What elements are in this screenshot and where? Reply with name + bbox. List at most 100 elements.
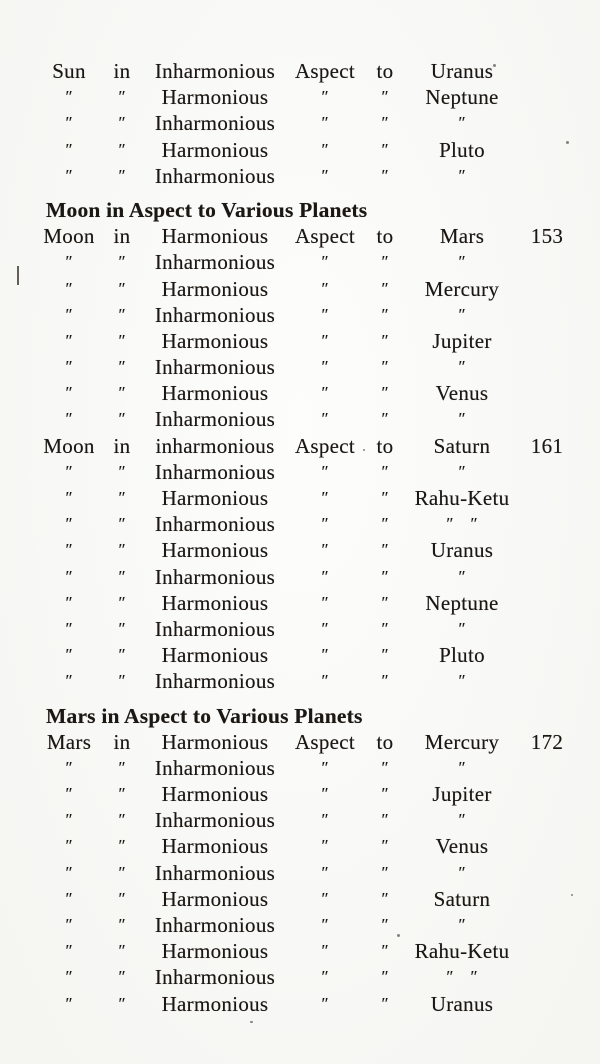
table-row: ″ ″ Harmonious ″ ″ Uranus [38, 991, 600, 1017]
cell-in: ″ [118, 252, 126, 272]
cell-quality: Inharmonious [154, 111, 276, 136]
cell-planet: ″ [65, 757, 73, 777]
cell-quality: Inharmonious [154, 302, 276, 327]
cell-in: ″ [118, 671, 126, 691]
cell-aspect: ″ [321, 941, 329, 961]
cell-quality: Harmonious [161, 886, 269, 911]
scan-speck [493, 64, 496, 67]
cell-page: 153 [530, 224, 564, 249]
cell-target: Mercury [424, 729, 500, 754]
table-row: Mars in Harmonious Aspect to Mercury 172 [38, 729, 600, 755]
cell-target: ″ [458, 810, 466, 830]
cell-to: to [376, 224, 394, 249]
cell-aspect: ″ [321, 671, 329, 691]
table-row: ″ ″ Inharmonious ″ ″ ″ [38, 110, 600, 136]
cell-to: to [376, 433, 394, 458]
table-row: ″ ″ Inharmonious ″ ″ ″ [38, 616, 600, 642]
cell-to: ″ [381, 757, 389, 777]
cell-planet: ″ [65, 915, 73, 934]
cell-aspect: ″ [321, 888, 329, 908]
cell-to: ″ [381, 810, 389, 830]
table-row: ″ ″ Inharmonious ″ ″ ″ ″ [38, 511, 600, 537]
cell-quality: Inharmonious [154, 860, 276, 885]
table-row: Sun in Inharmonious Aspect to Uranus [38, 58, 600, 84]
cell-target: Venus [435, 834, 489, 859]
cell-to: ″ [381, 488, 389, 507]
cell-page: 172 [530, 729, 564, 754]
cell-in: ″ [118, 645, 126, 665]
cell-in: ″ [118, 566, 126, 586]
table-row: ″ ″ Inharmonious ″ ″ ″ [38, 564, 600, 590]
scan-speck [397, 934, 400, 937]
cell-planet: ″ [65, 618, 73, 638]
cell-planet: ″ [65, 488, 73, 507]
cell-in: ″ [118, 888, 126, 908]
aspect-table: Sun in Inharmonious Aspect to Uranus ″ ″ Harmoni… [38, 58, 600, 1017]
cell-target: Saturn [433, 886, 491, 911]
cell-planet: ″ [65, 784, 73, 804]
cell-quality: Harmonious [161, 224, 269, 249]
cell-aspect: ″ [321, 383, 329, 403]
table-row: ″ ″ Inharmonious ″ ″ ″ [38, 860, 600, 886]
table-row: ″ ″ Harmonious ″ ″ Uranus [38, 537, 600, 563]
cell-quality: Harmonious [161, 991, 269, 1016]
cell-in: in [113, 433, 131, 458]
cell-planet: ″ [65, 252, 73, 272]
cell-target: Rahu-Ketu [414, 486, 510, 510]
cell-target: ″ [458, 357, 466, 377]
cell-to: ″ [381, 862, 389, 882]
cell-to: ″ [381, 252, 389, 272]
cell-in: ″ [118, 862, 126, 882]
cell-to: to [376, 59, 394, 83]
cell-target: ″ [458, 304, 466, 324]
section-heading: Mars in Aspect to Various Planets [46, 703, 363, 728]
cell-to: ″ [381, 540, 389, 560]
cell-planet: Mars [46, 729, 92, 754]
cell-target: ″ [458, 409, 466, 429]
cell-quality: Harmonious [161, 328, 269, 353]
cell-quality: Harmonious [161, 834, 269, 859]
cell-to: ″ [381, 139, 389, 159]
cell-aspect: ″ [321, 540, 329, 560]
cell-to: ″ [381, 514, 389, 534]
cell-in: ″ [118, 757, 126, 777]
cell-target: Neptune [425, 85, 499, 110]
cell-to: ″ [381, 836, 389, 856]
cell-target: Mercury [424, 276, 500, 301]
cell-aspect: ″ [321, 784, 329, 804]
cell-quality: Inharmonious [154, 965, 276, 990]
cell-in: in [113, 59, 131, 83]
cell-planet: ″ [65, 514, 73, 534]
scan-artifact-line [17, 266, 19, 285]
cell-quality: Inharmonious [154, 407, 276, 432]
cell-quality: Harmonious [161, 486, 269, 510]
cell-target: ″ [458, 671, 466, 691]
cell-target: Uranus [430, 991, 494, 1016]
cell-aspect: ″ [321, 836, 329, 856]
cell-page: 161 [530, 433, 564, 458]
cell-target: ″ [458, 252, 466, 272]
cell-to: ″ [381, 967, 389, 987]
cell-quality: Harmonious [161, 538, 269, 563]
cell-to: ″ [381, 113, 389, 133]
cell-to: ″ [381, 165, 389, 185]
cell-aspect: ″ [321, 278, 329, 298]
cell-target: Saturn [433, 433, 491, 458]
cell-quality: Inharmonious [154, 512, 276, 537]
table-row: ″ ″ Harmonious ″ ″ Rahu-Ketu [38, 485, 600, 511]
cell-to: ″ [381, 383, 389, 403]
cell-to: ″ [381, 941, 389, 961]
cell-planet: ″ [65, 165, 73, 185]
table-row: ″ ″ Harmonious ″ ″ Jupiter [38, 328, 600, 354]
table-row: ″ ″ Inharmonious ″ ″ ″ [38, 163, 600, 189]
cell-in: in [113, 224, 131, 249]
cell-planet: Moon [43, 224, 95, 249]
cell-to: ″ [381, 915, 389, 934]
cell-target: ″ [458, 461, 466, 481]
cell-in: ″ [118, 784, 126, 804]
table-row: ″ ″ Inharmonious ″ ″ ″ [38, 406, 600, 432]
cell-target: Jupiter [432, 328, 492, 353]
cell-planet: ″ [65, 357, 73, 377]
cell-quality: Harmonious [161, 729, 269, 754]
table-row: ″ ″ Harmonious ″ ″ Venus [38, 833, 600, 859]
